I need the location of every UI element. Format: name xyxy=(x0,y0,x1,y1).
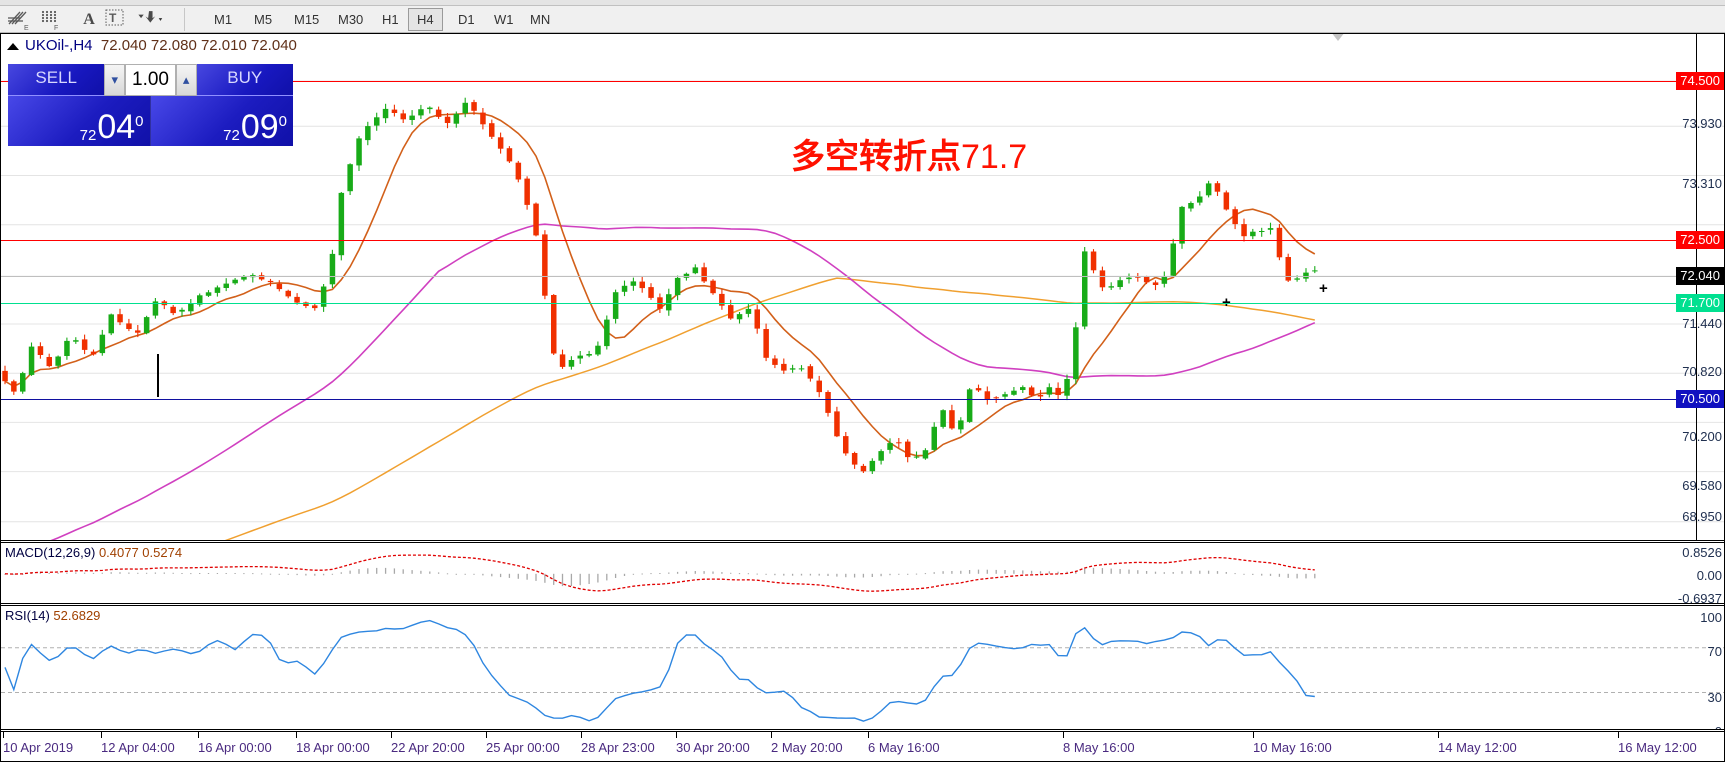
svg-text:T: T xyxy=(109,11,117,25)
svg-text:F: F xyxy=(54,25,58,31)
svg-text:E: E xyxy=(24,25,29,31)
